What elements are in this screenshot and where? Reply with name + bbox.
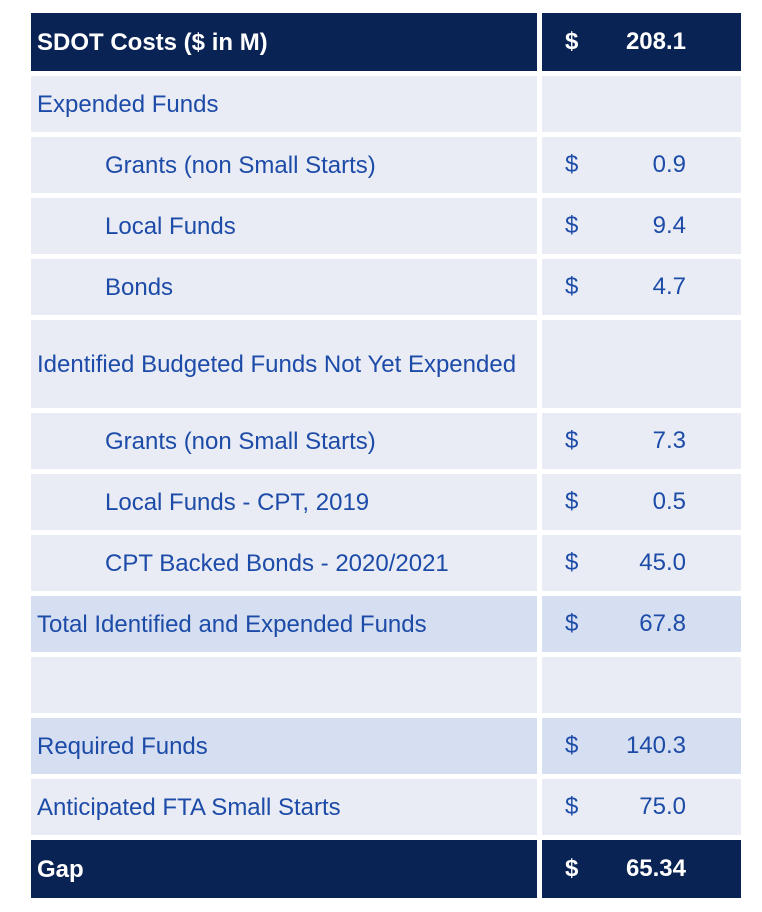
amount: 0.9: [652, 151, 686, 178]
amount: 7.3: [652, 427, 686, 454]
row-value: $ 67.8: [542, 596, 741, 652]
row-cpt-backed-bonds: CPT Backed Bonds - 2020/2021 $ 45.0: [31, 535, 741, 591]
row-label: Gap: [31, 840, 537, 898]
row-bonds: Bonds $ 4.7: [31, 259, 741, 315]
currency-symbol: $: [565, 151, 579, 178]
amount: 0.5: [652, 488, 686, 515]
row-grants-non-small-starts-expended: Grants (non Small Starts) $ 0.9: [31, 137, 741, 193]
row-anticipated-fta-small-starts: Anticipated FTA Small Starts $ 75.0: [31, 779, 741, 835]
row-value: [542, 657, 741, 713]
row-label: CPT Backed Bonds - 2020/2021: [31, 535, 537, 591]
currency-symbol: $: [565, 793, 579, 820]
amount: 65.34: [625, 855, 686, 882]
row-value: [542, 320, 741, 408]
row-local-funds-cpt-2019: Local Funds - CPT, 2019 $ 0.5: [31, 474, 741, 530]
sdot-costs-table: SDOT Costs ($ in M) $ 208.1 Expended Fun…: [31, 13, 741, 898]
row-gap-total: Gap $ 65.34: [31, 840, 741, 898]
row-label: Grants (non Small Starts): [31, 413, 537, 469]
row-total-identified-expended: Total Identified and Expended Funds $ 67…: [31, 596, 741, 652]
row-grants-non-small-starts-budgeted: Grants (non Small Starts) $ 7.3: [31, 413, 741, 469]
row-value: $ 0.9: [542, 137, 741, 193]
row-label: Local Funds: [31, 198, 537, 254]
row-label: [31, 657, 537, 713]
row-value: [542, 76, 741, 132]
amount: 45.0: [639, 549, 686, 576]
row-required-funds: Required Funds $ 140.3: [31, 718, 741, 774]
row-identified-budgeted-funds: Identified Budgeted Funds Not Yet Expend…: [31, 320, 741, 408]
row-label: Required Funds: [31, 718, 537, 774]
row-value: $ 7.3: [542, 413, 741, 469]
amount: 140.3: [625, 732, 686, 759]
currency-symbol: $: [565, 488, 579, 515]
row-label: Grants (non Small Starts): [31, 137, 537, 193]
row-value: $ 65.34: [542, 840, 741, 898]
row-label: Bonds: [31, 259, 537, 315]
amount: 4.7: [652, 273, 686, 300]
row-label: Total Identified and Expended Funds: [31, 596, 537, 652]
currency-symbol: $: [565, 610, 579, 637]
currency-symbol: $: [565, 273, 579, 300]
amount: 208.1: [625, 28, 686, 55]
currency-symbol: $: [565, 28, 579, 55]
row-label: SDOT Costs ($ in M): [31, 13, 537, 71]
amount: 67.8: [639, 610, 686, 637]
row-label: Local Funds - CPT, 2019: [31, 474, 537, 530]
row-label: Expended Funds: [31, 76, 537, 132]
row-label: Anticipated FTA Small Starts: [31, 779, 537, 835]
currency-symbol: $: [565, 427, 579, 454]
currency-symbol: $: [565, 212, 579, 239]
row-value: $ 0.5: [542, 474, 741, 530]
row-expended-funds: Expended Funds: [31, 76, 741, 132]
row-value: $ 208.1: [542, 13, 741, 71]
row-local-funds: Local Funds $ 9.4: [31, 198, 741, 254]
currency-symbol: $: [565, 855, 579, 882]
amount: 9.4: [652, 212, 686, 239]
currency-symbol: $: [565, 549, 579, 576]
row-value: $ 140.3: [542, 718, 741, 774]
row-value: $ 75.0: [542, 779, 741, 835]
row-spacer: [31, 657, 741, 713]
row-value: $ 4.7: [542, 259, 741, 315]
currency-symbol: $: [565, 732, 579, 759]
row-value: $ 45.0: [542, 535, 741, 591]
row-sdot-costs-header: SDOT Costs ($ in M) $ 208.1: [31, 13, 741, 71]
row-value: $ 9.4: [542, 198, 741, 254]
amount: 75.0: [639, 793, 686, 820]
row-label: Identified Budgeted Funds Not Yet Expend…: [31, 320, 537, 408]
